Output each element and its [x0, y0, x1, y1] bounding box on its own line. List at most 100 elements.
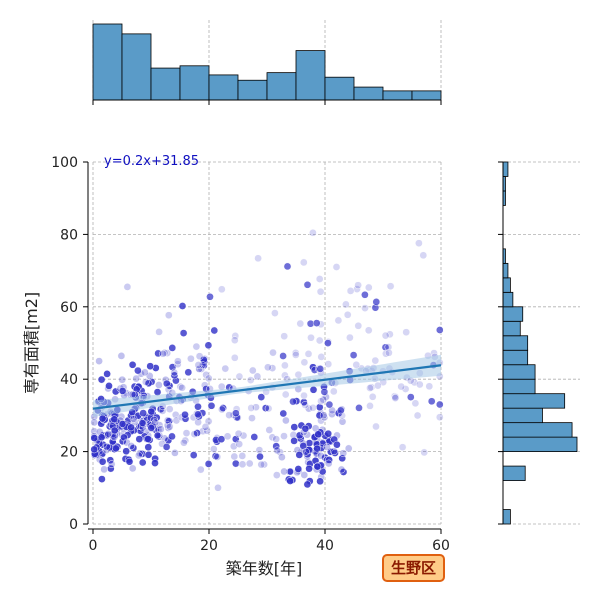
scatter-point [178, 302, 187, 310]
scatter-point [361, 304, 369, 312]
scatter-point [127, 442, 136, 450]
scatter-point [225, 411, 233, 419]
scatter-point [316, 287, 325, 296]
y-tick-label: 60 [60, 300, 78, 316]
scatter-point [151, 459, 159, 467]
scatter-point [184, 368, 193, 377]
x-hist-bar [382, 90, 413, 101]
x-tick-label: 0 [89, 538, 98, 554]
scatter-point [381, 331, 390, 340]
y-hist-bar [502, 509, 511, 525]
scatter-point [147, 407, 156, 416]
scatter-point [295, 451, 304, 459]
scatter-point [178, 383, 186, 392]
scatter-point [144, 435, 152, 443]
scatter-point [435, 400, 444, 409]
scatter-point [155, 328, 163, 336]
scatter-point [155, 381, 163, 389]
scatter-point [296, 319, 305, 328]
scatter-point [239, 431, 248, 440]
scatter-point [218, 405, 226, 414]
scatter-point [117, 352, 126, 360]
scatter-point [127, 423, 135, 432]
scatter-point [195, 352, 204, 361]
scatter-point [324, 360, 333, 368]
scatter-point [295, 431, 304, 440]
scatter-point [257, 393, 266, 401]
scatter-point [317, 451, 325, 460]
scatter-point [168, 432, 176, 441]
scatter-point [255, 446, 264, 454]
y-hist-bar [502, 335, 529, 351]
scatter-point [281, 371, 289, 380]
scatter-point [415, 239, 423, 248]
x-hist-bar [324, 76, 355, 101]
scatter-point [97, 433, 106, 442]
scatter-point [165, 405, 174, 413]
scatter-point [102, 442, 111, 451]
scatter-point [283, 262, 292, 271]
scatter-point [118, 387, 127, 395]
scatter-point [367, 383, 376, 392]
scatter-point [272, 435, 281, 443]
scatter-point [329, 387, 338, 396]
scatter-point [316, 365, 325, 373]
scatter-point [413, 411, 422, 420]
scatter-point [280, 467, 288, 476]
scatter-point [339, 449, 348, 458]
scatter-point [303, 280, 312, 289]
x-marginal-histogram [92, 20, 442, 105]
scatter-point [123, 283, 132, 291]
scatter-point [368, 392, 377, 401]
scatter-point [272, 471, 281, 479]
scatter-point [346, 287, 355, 295]
scatter-point [129, 415, 138, 423]
scatter-point [291, 351, 300, 359]
scatter-point [291, 349, 300, 357]
scatter-point [128, 464, 137, 473]
y-hist-bar [502, 306, 524, 322]
scatter-point [317, 397, 325, 406]
scatter-point [364, 283, 373, 292]
scatter-point [98, 475, 106, 483]
scatter-point [182, 429, 191, 437]
ward-badge-label: 生野区 [391, 559, 436, 577]
scatter-point [281, 390, 290, 399]
scatter-point [371, 356, 380, 365]
scatter-point [192, 342, 201, 351]
scatter-point [315, 275, 324, 283]
scatter-point [189, 451, 198, 459]
scatter-point [214, 483, 222, 492]
scatter-point [235, 440, 244, 448]
scatter-point [402, 328, 411, 337]
scatter-point [230, 452, 239, 461]
x-tick-label: 40 [316, 538, 334, 554]
scatter-point [128, 360, 137, 369]
y-axis-title: 専有面積[m2] [22, 292, 41, 394]
scatter-point [364, 326, 373, 335]
scatter-point [245, 459, 254, 468]
x-hist-bar [150, 67, 181, 101]
scatter-point [355, 404, 363, 412]
scatter-point [338, 417, 347, 426]
scatter-point [122, 447, 131, 456]
scatter-point [170, 371, 179, 380]
scatter-point [248, 366, 257, 375]
scatter-point [260, 460, 268, 469]
scatter-point [300, 391, 308, 400]
y-hist-bar [502, 436, 578, 452]
scatter-point [324, 459, 333, 468]
scatter-point [339, 468, 348, 476]
scatter-point [280, 332, 289, 341]
x-hist-bar [121, 33, 152, 101]
x-hist-bar [179, 65, 210, 101]
x-hist-bar [295, 50, 326, 101]
scatter-point [425, 382, 434, 391]
scatter-point [361, 290, 369, 299]
scatter-point [282, 416, 290, 425]
scatter-point [290, 423, 299, 431]
scatter-point [231, 332, 240, 340]
scatter-point [289, 397, 297, 406]
scatter-point [305, 464, 313, 473]
